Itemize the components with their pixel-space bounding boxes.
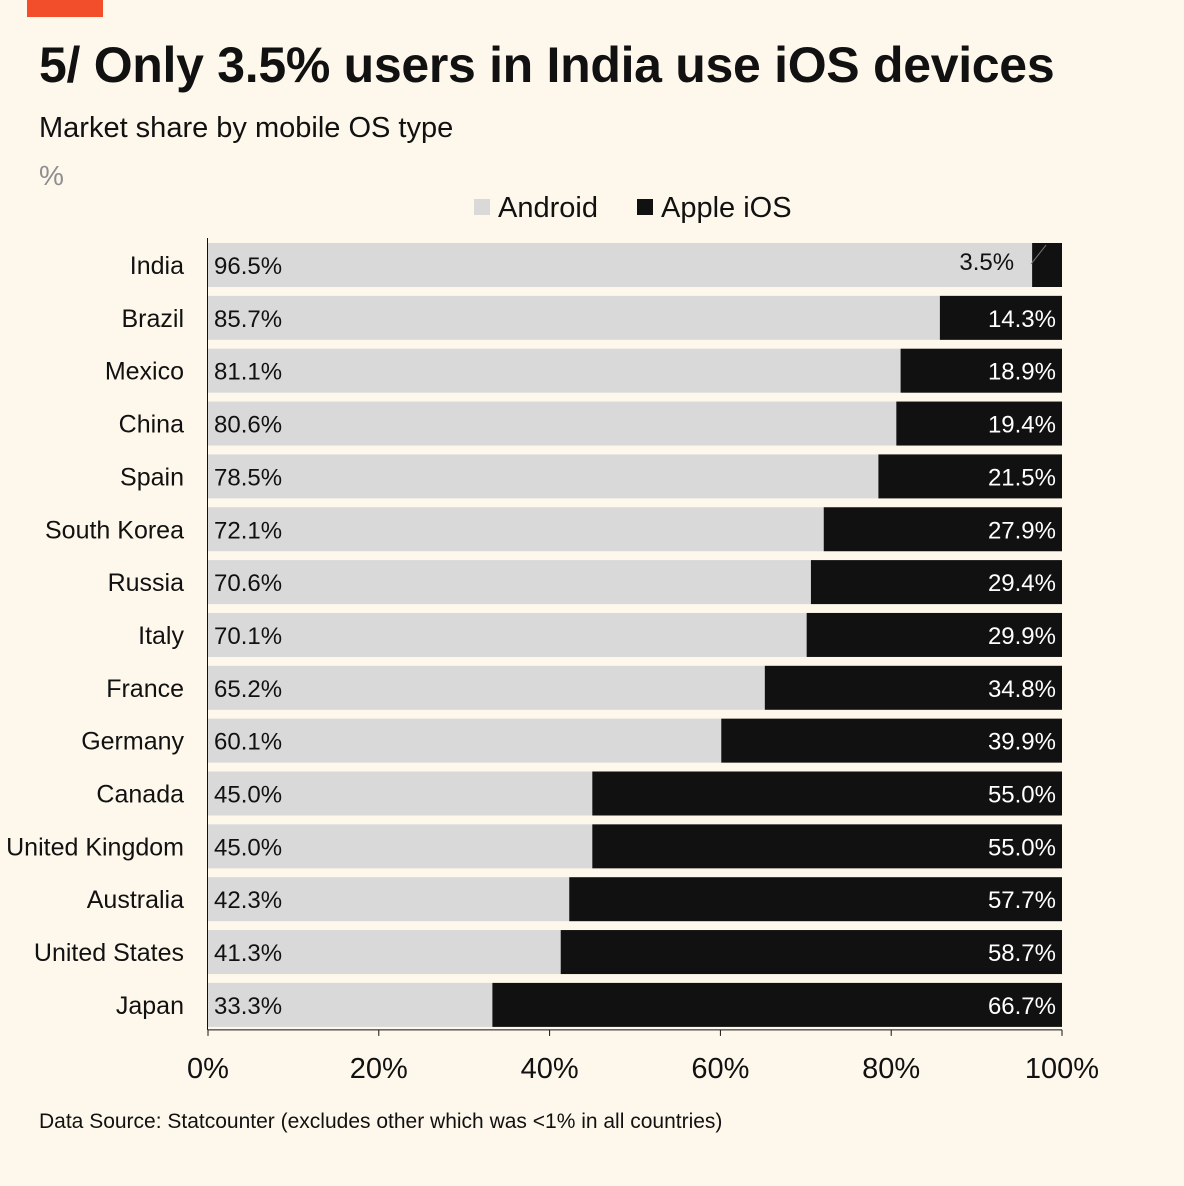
label-ios-russia: 29.4%: [988, 570, 1056, 597]
bar-ios-united-kingdom: [592, 824, 1062, 869]
bar-android-south-korea: [208, 507, 824, 552]
unit-label: %: [39, 160, 64, 191]
label-android-russia: 70.6%: [214, 570, 282, 597]
x-tick-label-2: 40%: [521, 1053, 579, 1085]
label-android-south-korea: 72.1%: [214, 517, 282, 544]
legend-label-android: Android: [498, 192, 598, 224]
bar-ios-france: [764, 665, 1062, 710]
bar-android-united-kingdom: [208, 824, 593, 869]
bar-android-germany: [208, 718, 722, 763]
bar-android-russia: [208, 560, 811, 605]
legend-label-apple-ios: Apple iOS: [661, 192, 792, 224]
label-android-brazil: 85.7%: [214, 306, 282, 333]
label-ios-mexico: 18.9%: [988, 359, 1056, 386]
category-label-united-states: United States: [34, 939, 184, 967]
accent-bar: [27, 0, 103, 17]
legend-swatch-android: [474, 199, 490, 215]
leader-line-india: [1030, 244, 1047, 265]
x-tick-label-3: 60%: [691, 1053, 749, 1085]
bar-ios-spain: [878, 454, 1062, 499]
label-android-japan: 33.3%: [214, 993, 282, 1020]
label-ios-brazil: 14.3%: [988, 306, 1056, 333]
label-ios-canada: 55.0%: [988, 782, 1056, 809]
bar-android-spain: [208, 454, 879, 499]
bar-ios-brazil: [939, 295, 1062, 340]
bar-android-australia: [208, 877, 570, 922]
category-label-mexico: Mexico: [105, 358, 184, 386]
bar-ios-south-korea: [823, 507, 1062, 552]
data-source-note: Data Source: Statcounter (excludes other…: [39, 1110, 723, 1133]
bar-ios-canada: [592, 771, 1062, 816]
bar-android-mexico: [208, 348, 901, 393]
bar-android-brazil: [208, 295, 940, 340]
label-android-india: 96.5%: [214, 253, 282, 280]
category-label-australia: Australia: [87, 886, 184, 914]
label-ios-germany: 39.9%: [988, 729, 1056, 756]
label-android-australia: 42.3%: [214, 887, 282, 914]
bar-android-italy: [208, 612, 807, 657]
label-ios-australia: 57.7%: [988, 887, 1056, 914]
label-ios-japan: 66.7%: [988, 993, 1056, 1020]
category-label-china: China: [119, 411, 184, 439]
label-android-france: 65.2%: [214, 676, 282, 703]
bar-ios-australia: [569, 877, 1062, 922]
label-android-canada: 45.0%: [214, 782, 282, 809]
bar-android-united-states: [208, 930, 561, 975]
category-label-brazil: Brazil: [121, 305, 184, 333]
bar-android-china: [208, 401, 897, 446]
bar-ios-united-states: [560, 930, 1062, 975]
label-android-spain: 78.5%: [214, 464, 282, 491]
x-tick-label-5: 100%: [1025, 1053, 1099, 1085]
bar-ios-russia: [810, 560, 1062, 605]
category-label-south-korea: South Korea: [45, 516, 184, 544]
category-label-spain: Spain: [120, 463, 184, 491]
chart-subtitle: Market share by mobile OS type: [39, 112, 454, 144]
x-tick-label-4: 80%: [862, 1053, 920, 1085]
bar-ios-india: [1032, 243, 1062, 287]
label-ios-italy: 29.9%: [988, 623, 1056, 650]
category-label-italy: Italy: [138, 622, 184, 650]
label-android-mexico: 81.1%: [214, 359, 282, 386]
label-android-united-kingdom: 45.0%: [214, 834, 282, 861]
label-ios-france: 34.8%: [988, 676, 1056, 703]
label-ios-united-kingdom: 55.0%: [988, 834, 1056, 861]
label-android-germany: 60.1%: [214, 729, 282, 756]
label-ios-spain: 21.5%: [988, 464, 1056, 491]
bar-ios-japan: [492, 982, 1063, 1027]
category-label-russia: Russia: [108, 569, 185, 597]
label-ios-united-states: 58.7%: [988, 940, 1056, 967]
bar-android-japan: [208, 982, 493, 1027]
bar-ios-italy: [806, 612, 1062, 657]
x-tick-label-0: 0%: [187, 1053, 229, 1085]
category-label-germany: Germany: [81, 728, 184, 756]
category-label-united-kingdom: United Kingdom: [6, 833, 184, 861]
x-tick-label-1: 20%: [350, 1053, 408, 1085]
label-android-china: 80.6%: [214, 412, 282, 439]
category-label-japan: Japan: [116, 992, 184, 1020]
label-android-italy: 70.1%: [214, 623, 282, 650]
category-label-france: France: [106, 675, 184, 703]
bar-ios-germany: [721, 718, 1062, 763]
label-ios-india: 3.5%: [959, 249, 1014, 276]
category-label-india: India: [130, 252, 184, 280]
legend-swatch-apple-ios: [637, 199, 653, 215]
bar-ios-mexico: [900, 348, 1062, 393]
bar-android-india: [208, 243, 1033, 287]
chart-title: 5/ Only 3.5% users in India use iOS devi…: [39, 37, 1055, 93]
category-label-canada: Canada: [96, 781, 184, 809]
bar-android-canada: [208, 771, 593, 816]
label-ios-china: 19.4%: [988, 412, 1056, 439]
label-ios-south-korea: 27.9%: [988, 517, 1056, 544]
label-android-united-states: 41.3%: [214, 940, 282, 967]
bar-ios-china: [896, 401, 1062, 446]
bar-android-france: [208, 665, 765, 710]
stacked-bar-chart: Android Apple iOS India 96.5% 3.5% Brazil 85.7…: [6, 192, 1099, 1085]
